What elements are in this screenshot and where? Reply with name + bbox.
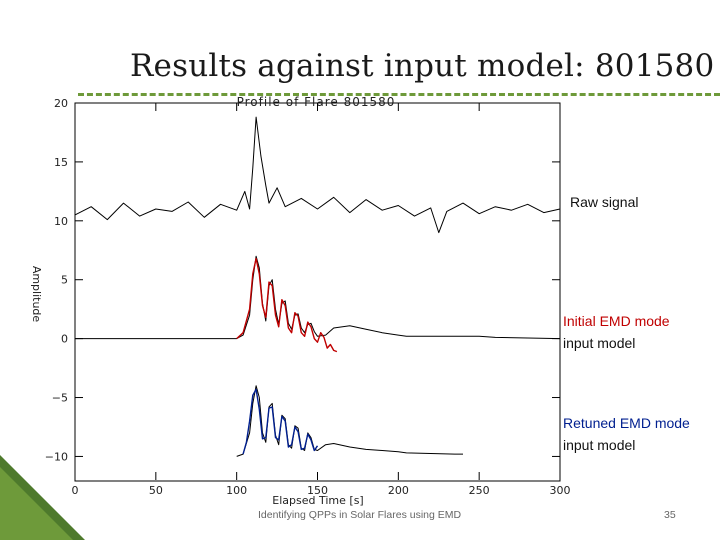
x-axis-label: Elapsed Time [s]	[272, 494, 363, 507]
initial-emd-series	[236, 257, 338, 353]
y-tick-label: −5	[52, 392, 68, 405]
initial-mode-label: Initial EMD mode	[563, 313, 670, 329]
x-tick-label: 100	[226, 484, 247, 497]
y-tick-label: 5	[61, 274, 68, 287]
x-tick-label: 300	[550, 484, 571, 497]
y-tick-label: 15	[54, 156, 68, 169]
retuned-emd-series	[242, 388, 319, 455]
slide-title: Results against input model: 801580	[130, 48, 715, 84]
raw-signal-annotation: Raw signal	[570, 191, 638, 213]
y-tick-label: 20	[54, 97, 68, 110]
y-axis-label: Amplitude	[30, 266, 43, 323]
plot-title: Profile of Flare 801580	[237, 95, 396, 109]
raw-signal-series	[74, 116, 561, 234]
y-tick-label: 10	[54, 215, 68, 228]
initial-mode-sublabel: input model	[563, 335, 636, 351]
series-layer	[74, 116, 561, 457]
initial-mode-annotation: Initial EMD mode input model	[563, 310, 670, 354]
retuned-mode-sublabel: input model	[563, 437, 636, 453]
raw-signal-label: Raw signal	[570, 194, 639, 210]
raw-mode-series	[75, 255, 561, 340]
retuned-mode-label: Retuned EMD mode	[563, 415, 690, 431]
y-tick-label: 0	[61, 333, 68, 346]
x-tick-label: 250	[469, 484, 490, 497]
plot-frame	[74, 102, 561, 482]
x-tick-label: 200	[388, 484, 409, 497]
x-tick-label: 50	[149, 484, 163, 497]
y-tick-label: −10	[45, 450, 68, 463]
title-divider	[78, 93, 720, 96]
x-tick-label: 150	[307, 484, 328, 497]
slide-footer: Identifying QPPs in Solar Flares using E…	[258, 509, 462, 521]
model-series	[236, 385, 463, 457]
page-number: 35	[664, 509, 676, 521]
x-tick-label: 0	[72, 484, 79, 497]
corner-decoration	[0, 455, 85, 540]
retuned-mode-annotation: Retuned EMD mode input model	[563, 412, 690, 456]
axis-ticks: 0 50 100 150 200 250 300 −10 −5 0 5 10 15 20	[45, 97, 571, 497]
